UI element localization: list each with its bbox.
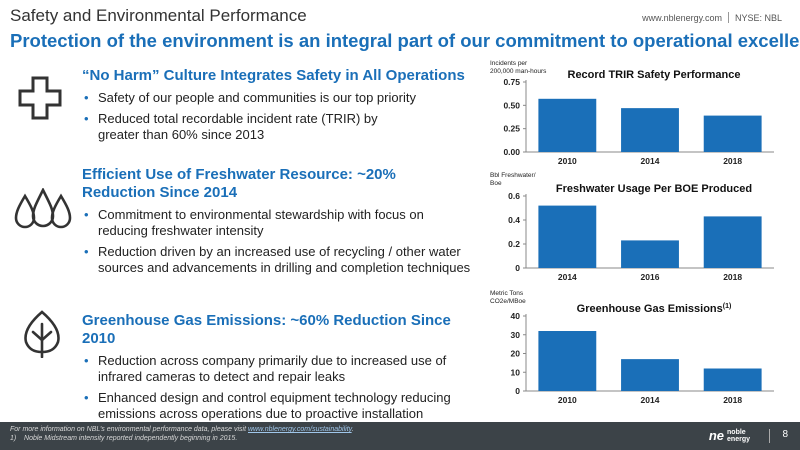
y-tick-label: 0.25: [503, 124, 520, 134]
freshwater-heading: Efficient Use of Freshwater Resource: ~2…: [82, 166, 396, 201]
bar: [703, 216, 762, 268]
website-text: www.nblenergy.com: [642, 12, 722, 23]
ghg-chart: Metric Tons CO2e/MBoe Greenhouse Gas Emiss…: [482, 290, 782, 413]
y-tick-label: 0.75: [503, 77, 520, 87]
bar: [621, 240, 679, 268]
bullet-item: Commitment to environmental stewardship …: [82, 207, 467, 239]
ghg-chart-svg: Metric Tons CO2e/MBoe Greenhouse Gas Emiss…: [490, 290, 774, 405]
page-subtitle: Protection of the environment is an inte…: [10, 30, 800, 51]
bar: [621, 359, 679, 391]
y-tick-label: 20: [511, 349, 521, 359]
bar: [621, 108, 679, 152]
y-axis-label: Bbl Freshwater/Boe: [490, 172, 536, 187]
cross-icon: [18, 76, 62, 120]
bar: [538, 98, 597, 152]
chart-title: Greenhouse Gas Emissions(1): [577, 303, 732, 315]
x-tick-label: 2014: [641, 156, 660, 166]
bullet-item: Reduced total recordable incident rate (…: [82, 111, 382, 143]
y-tick-label: 0.6: [508, 191, 520, 201]
logo-word-energy: energy: [727, 435, 750, 443]
y-tick-label: 0: [515, 386, 520, 396]
y-axis-label: Incidents per 200,000 man-hours: [490, 60, 547, 75]
bar: [538, 331, 597, 391]
leaf-icon: [24, 310, 60, 358]
chart-title: Record TRIR Safety Performance: [568, 69, 741, 81]
x-tick-label: 2018: [723, 395, 742, 405]
footer-notes: For more information on NBL’s environmen…: [10, 425, 354, 443]
safety-bullets: Safety of our people and communities is …: [82, 90, 482, 143]
trir-chart-svg: Incidents per 200,000 man-hours Record TRI…: [490, 60, 774, 166]
x-tick-label: 2010: [558, 395, 577, 405]
logo-mark: ne: [708, 428, 725, 443]
bar: [538, 205, 597, 268]
freshwater-section: Efficient Use of Freshwater Resource: ~2…: [82, 166, 482, 281]
header-divider: [727, 12, 729, 23]
y-tick-label: 10: [511, 367, 521, 377]
logo-wordmark: noble energy: [727, 429, 750, 443]
y-tick-label: 0.50: [503, 100, 520, 110]
x-tick-label: 2018: [723, 272, 742, 282]
freshwater-bullets: Commitment to environmental stewardship …: [82, 207, 482, 276]
x-tick-label: 2018: [723, 156, 742, 166]
footnote-number: 1): [10, 435, 17, 442]
bullet-item: Enhanced design and control equipment te…: [82, 390, 474, 422]
bar: [703, 368, 762, 391]
sustainability-link[interactable]: www.nblenergy.com/sustainability: [248, 426, 352, 433]
footer-bar: For more information on NBL’s environmen…: [0, 422, 800, 450]
logo-word-noble: noble: [727, 428, 746, 436]
x-tick-label: 2014: [558, 272, 577, 282]
trir-chart: Incidents per 200,000 man-hours Record TRI…: [482, 60, 782, 177]
x-tick-label: 2016: [641, 272, 660, 282]
y-tick-label: 0.4: [508, 215, 520, 225]
bullet-item: Safety of our people and communities is …: [82, 90, 482, 106]
y-tick-label: 0.00: [503, 147, 520, 157]
chart-title: Freshwater Usage Per BOE Produced: [556, 183, 752, 195]
ghg-heading: Greenhouse Gas Emissions: ~60% Reduction…: [82, 312, 451, 347]
page-section-title: Safety and Environmental Performance: [10, 6, 307, 25]
x-tick-label: 2014: [641, 395, 660, 405]
bullet-item: Reduction driven by an increased use of …: [82, 244, 472, 276]
page-number: 8: [782, 429, 788, 440]
water-drops-icon: [14, 188, 72, 229]
x-tick-label: 2010: [558, 156, 577, 166]
footer-note-line: For more information on NBL’s environmen…: [10, 425, 354, 434]
freshwater-chart: Bbl Freshwater/Boe Freshwater Usage Per B…: [482, 172, 782, 293]
bar: [703, 115, 762, 152]
y-tick-label: 0: [515, 263, 520, 273]
y-axis-label: Metric Tons CO2e/MBoe: [490, 290, 526, 305]
footnote-line: 1) Noble Midstream intensity reported in…: [10, 434, 354, 443]
safety-heading: “No Harm” Culture Integrates Safety in A…: [82, 67, 465, 84]
safety-section: “No Harm” Culture Integrates Safety in A…: [82, 67, 482, 148]
freshwater-chart-svg: Bbl Freshwater/Boe Freshwater Usage Per B…: [490, 172, 774, 282]
footer-note-suffix: .: [351, 426, 354, 433]
footer-note-text: For more information on NBL’s environmen…: [10, 426, 248, 433]
ticker-text: NYSE: NBL: [734, 12, 782, 23]
footnote-text: Noble Midstream intensity reported indep…: [24, 435, 238, 442]
y-tick-label: 30: [511, 330, 521, 340]
ghg-section: Greenhouse Gas Emissions: ~60% Reduction…: [82, 312, 482, 427]
noble-energy-logo: ne noble energy: [709, 428, 750, 443]
page-divider: [769, 429, 770, 443]
y-tick-label: 0.2: [508, 239, 520, 249]
y-tick-label: 40: [511, 311, 521, 321]
bullet-item: Reduction across company primarily due t…: [82, 353, 472, 385]
ghg-bullets: Reduction across company primarily due t…: [82, 353, 482, 422]
chart-title-sup: (1): [723, 303, 732, 310]
header-meta: www.nblenergy.com NYSE: NBL: [642, 12, 782, 23]
